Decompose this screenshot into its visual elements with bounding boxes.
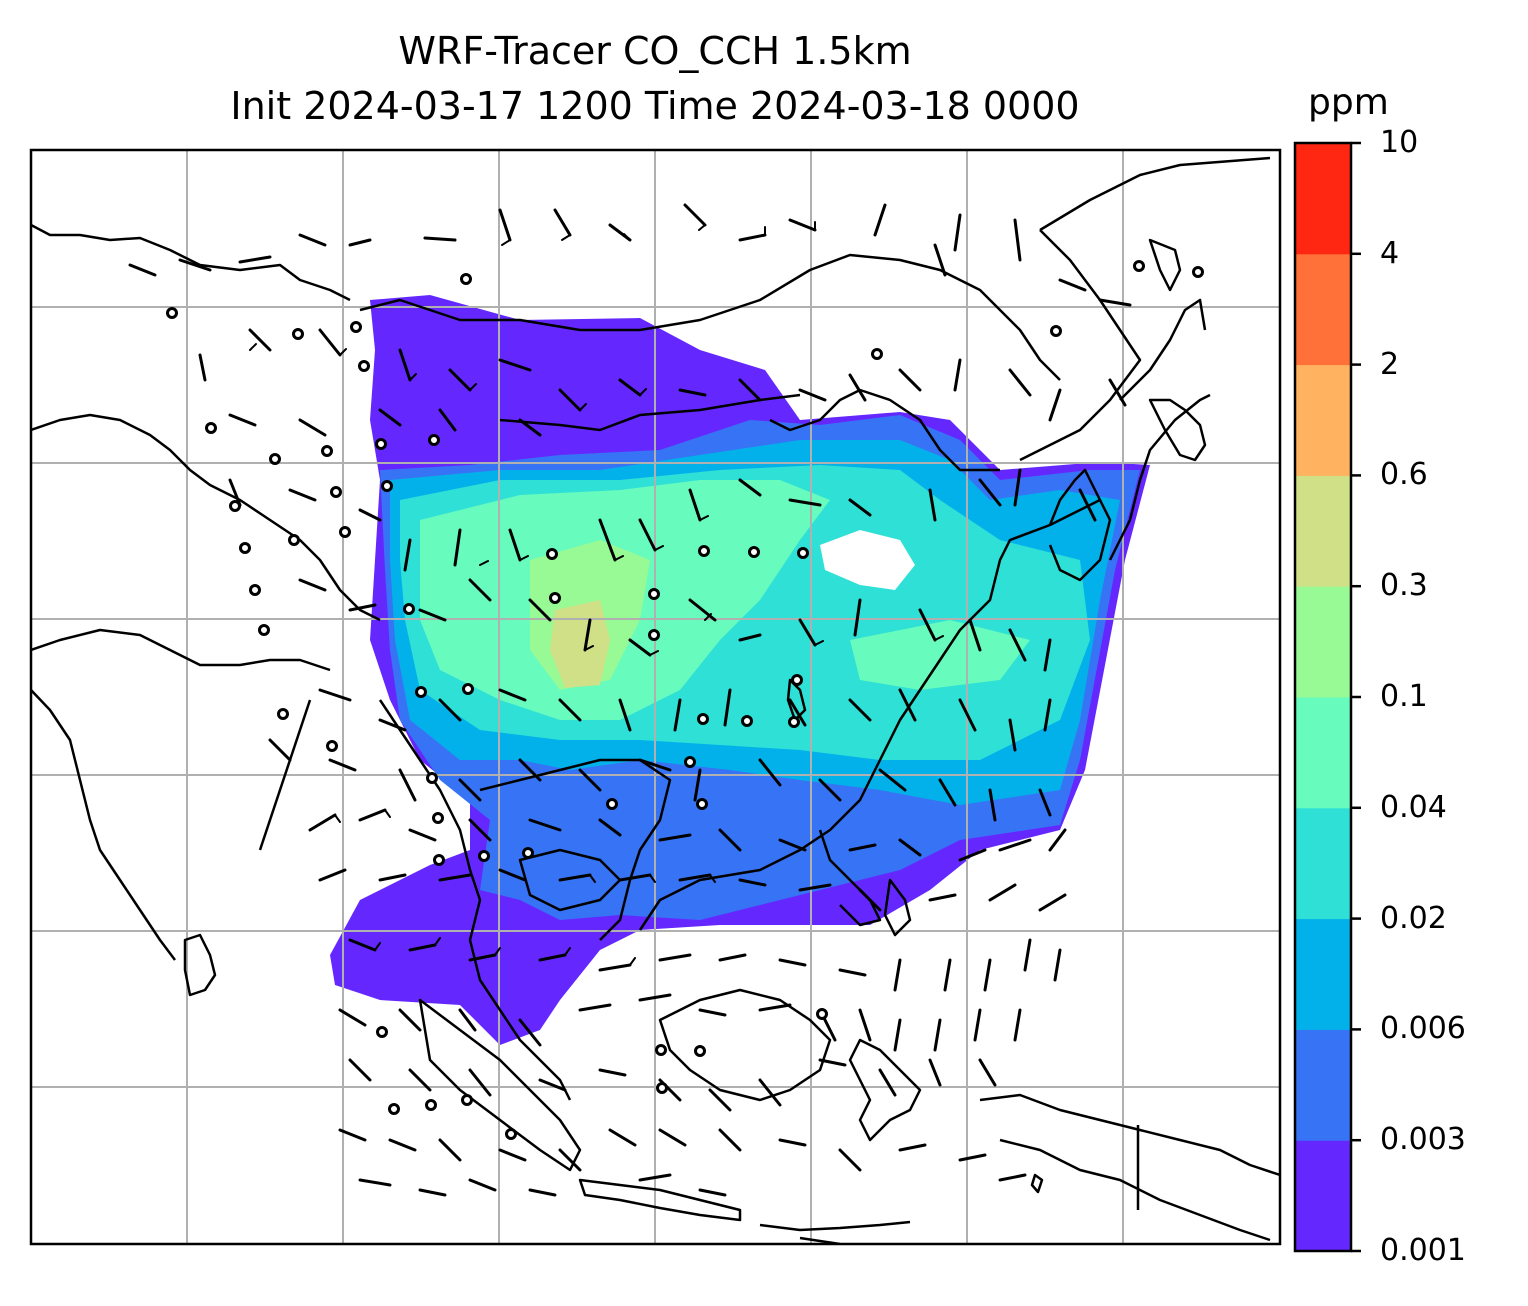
- title-line-2: Init 2024-03-17 1200 Time 2024-03-18 000…: [230, 84, 1080, 128]
- coastlines: [31, 156, 1280, 1244]
- colorbar-tick-label: 0.04: [1380, 789, 1447, 825]
- calm-markers: [166, 260, 1204, 1140]
- colorbar-segment: [1295, 143, 1351, 255]
- tracer-region-high-2: [850, 620, 1030, 690]
- map-frame: [29, 148, 1282, 1246]
- colorbar-ticks: [1351, 141, 1361, 1253]
- colorbar-unit: ppm: [1308, 82, 1389, 123]
- colorbar-segment: [1295, 364, 1351, 476]
- colorbar-segment: [1295, 918, 1351, 1030]
- colorbar-tick-label: 0.02: [1380, 900, 1447, 936]
- colorbar-tick-label: 0.003: [1380, 1122, 1466, 1158]
- colorbar-segment: [1295, 1029, 1351, 1141]
- title-line-1: WRF-Tracer CO_CCH 1.5km: [398, 29, 912, 73]
- colorbar-segment: [1295, 697, 1351, 809]
- colorbar-tick-label: 10: [1380, 125, 1419, 160]
- tracer-region-peak-core: [550, 600, 610, 688]
- tracer-clear-pocket: [820, 530, 915, 590]
- colorbar-segment: [1295, 1140, 1351, 1252]
- wind-barbs: [128, 203, 1132, 1197]
- colorbar-tick-label: 0.3: [1380, 568, 1428, 604]
- colorbar-segment: [1295, 586, 1351, 698]
- colorbar-tick-label: 0.001: [1380, 1233, 1466, 1268]
- colorbar-segment: [1295, 253, 1351, 366]
- colorbar-segment: [1295, 807, 1351, 920]
- colorbar-tick-label: 0.1: [1380, 679, 1428, 714]
- colorbar-segment: [1295, 475, 1351, 587]
- colorbar-tick-label: 0.6: [1380, 457, 1428, 493]
- colorbar-tick-label: 4: [1380, 235, 1400, 271]
- colorbar-tick-label: 2: [1380, 346, 1400, 382]
- colorbar-tick-label: 0.006: [1380, 1011, 1466, 1047]
- gridlines: [31, 150, 1280, 1244]
- colorbar: [1295, 143, 1351, 1252]
